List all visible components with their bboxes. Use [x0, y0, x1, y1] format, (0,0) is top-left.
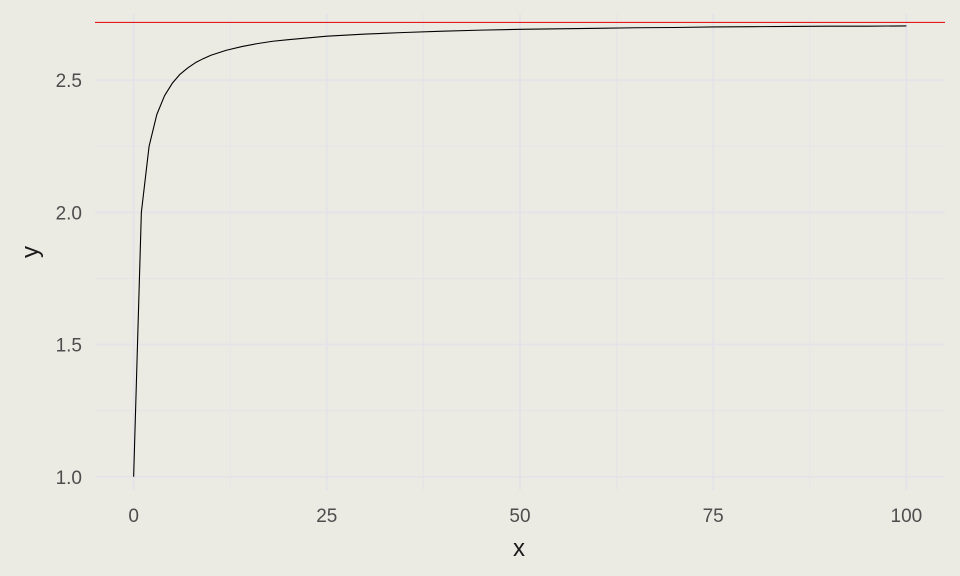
y-tick-label: 2.5	[56, 71, 82, 92]
series-line	[133, 25, 907, 477]
y-tick-label: 1.5	[56, 336, 82, 357]
y-tick-label: 2.0	[56, 203, 82, 224]
y-axis-title: y	[17, 246, 44, 258]
x-tick-label: 75	[703, 506, 724, 527]
x-tick-labels: 0 25 50 75 100	[128, 506, 922, 527]
grid	[95, 14, 945, 490]
x-tick-label: 100	[891, 506, 923, 527]
series-lines	[133, 25, 907, 477]
x-tick-label: 25	[316, 506, 337, 527]
x-axis-title: x	[513, 535, 525, 562]
x-tick-label: 50	[509, 506, 530, 527]
x-tick-label: 0	[128, 506, 139, 527]
y-tick-label: 1.0	[56, 468, 82, 489]
y-tick-labels: 1.0 1.5 2.0 2.5	[56, 71, 82, 489]
